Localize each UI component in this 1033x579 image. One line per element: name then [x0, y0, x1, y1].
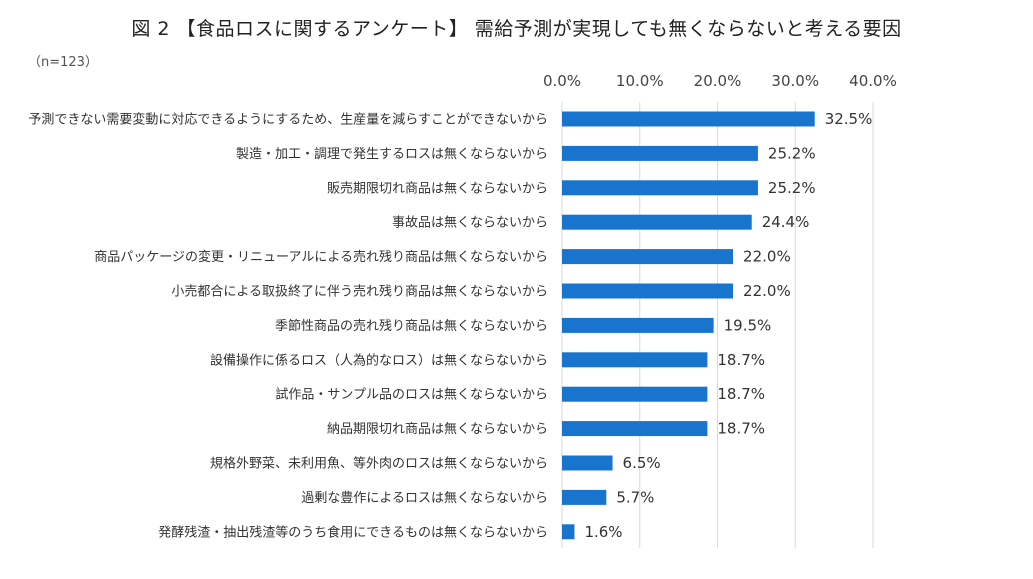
category-label: 予測できない需要変動に対応できるようにするため、生産量を減らすことができないから — [28, 112, 548, 128]
data-label: 25.2% — [768, 144, 816, 162]
category-labels: 予測できない需要変動に対応できるようにするため、生産量を減らすことができないから… — [28, 112, 548, 541]
sample-size-note: （n=123） — [28, 55, 98, 70]
category-label: 規格外野菜、未利用魚、等外肉のロスは無くならないから — [210, 456, 548, 472]
bar — [562, 283, 734, 299]
x-tick-label: 0.0% — [543, 72, 581, 90]
bar — [562, 455, 613, 471]
category-label: 製造・加工・調理で発生するロスは無くならないから — [236, 147, 548, 162]
data-label: 22.0% — [743, 282, 791, 300]
category-label: 設備操作に係るロス（人為的なロス）は無くならないから — [210, 352, 548, 368]
category-label: 発酵残渣・抽出残渣等のうち食用にできるものは無くならないから — [158, 524, 548, 540]
data-label: 1.6% — [584, 523, 622, 541]
x-tick-label: 30.0% — [771, 72, 819, 90]
category-label: 納品期限切れ商品は無くならないから — [327, 422, 548, 437]
category-label: 小売都合による取扱終了に伴う売れ残り商品は無くならないから — [171, 284, 548, 300]
data-label: 5.7% — [616, 488, 654, 506]
category-label: 販売期限切れ商品は無くならないから — [327, 180, 548, 196]
x-tick-label: 10.0% — [616, 72, 664, 90]
bar — [562, 180, 758, 196]
data-label: 18.7% — [717, 351, 765, 369]
bar — [562, 524, 575, 540]
bar — [562, 421, 708, 437]
category-label: 事故品は無くならないから — [392, 216, 548, 231]
x-tick-label: 20.0% — [694, 72, 742, 90]
chart-title: 図 2 【食品ロスに関するアンケート】 需給予測が実現しても無くならないと考える… — [131, 18, 902, 40]
data-label: 18.7% — [717, 385, 765, 403]
data-label: 25.2% — [768, 179, 816, 197]
category-label: 過剰な豊作によるロスは無くならないから — [301, 491, 548, 506]
bar — [562, 386, 708, 402]
bar — [562, 214, 752, 230]
category-label: 試作品・サンプル品のロスは無くならないから — [275, 387, 548, 403]
category-label: 季節性商品の売れ残り商品は無くならないから — [275, 318, 548, 334]
data-labels: 32.5% 25.2% 25.2% 24.4% 22.0% 22.0% 19.5% 18.7%… — [584, 110, 872, 541]
data-label: 18.7% — [717, 420, 765, 438]
bar — [562, 352, 708, 368]
category-label: 商品パッケージの変更・リニューアルによる売れ残り商品は無くならないから — [94, 249, 548, 265]
bar — [562, 111, 815, 127]
data-label: 6.5% — [623, 454, 661, 472]
bar — [562, 145, 758, 161]
bar — [562, 317, 714, 333]
bar — [562, 249, 734, 265]
data-label: 19.5% — [724, 316, 772, 334]
x-axis: 0.0% 10.0% 20.0% 30.0% 40.0% — [543, 72, 897, 90]
bar — [562, 489, 607, 505]
bars — [562, 111, 815, 540]
data-label: 22.0% — [743, 248, 791, 266]
x-tick-label: 40.0% — [849, 72, 897, 90]
data-label: 32.5% — [825, 110, 873, 128]
data-label: 24.4% — [762, 213, 810, 231]
